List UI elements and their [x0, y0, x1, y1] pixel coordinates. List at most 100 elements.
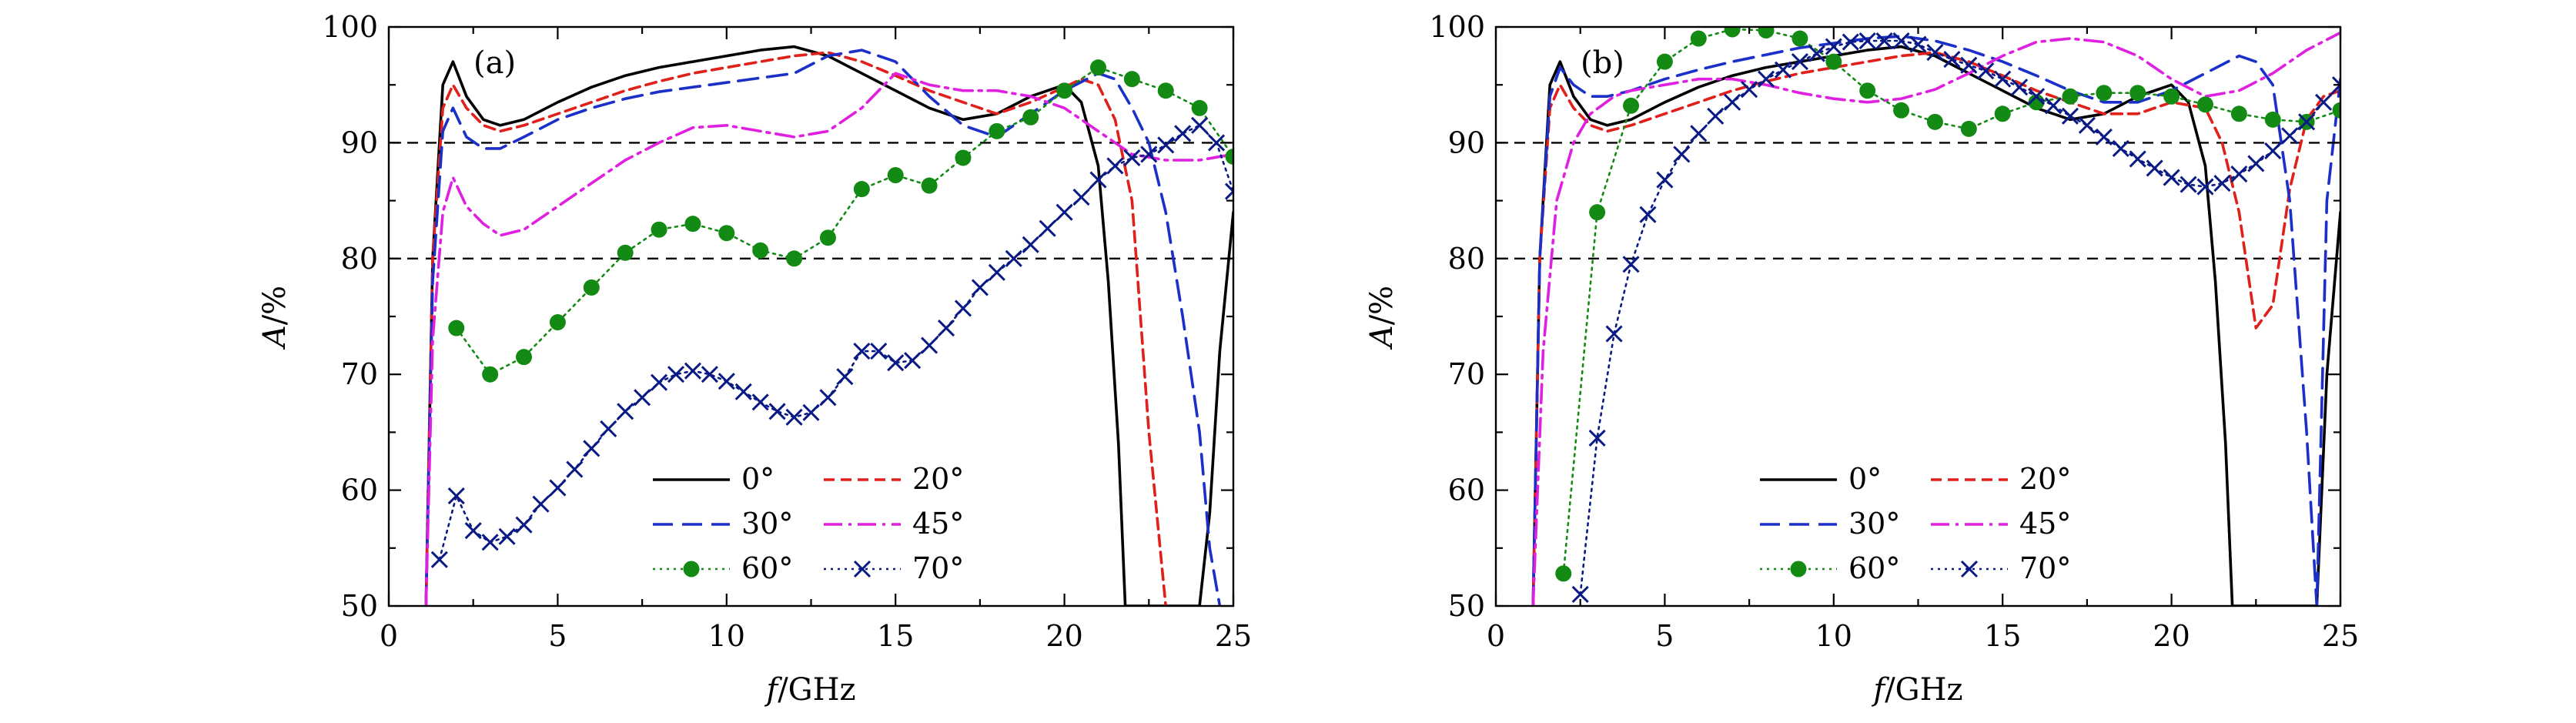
data-point-x	[2230, 165, 2248, 183]
plot-area	[424, 45, 1233, 606]
y-axis-label: A/%	[257, 286, 293, 350]
data-point-circle	[989, 122, 1005, 139]
data-point-x	[2112, 139, 2129, 157]
legend-item: 20°	[1931, 462, 2071, 496]
data-point-x	[718, 373, 735, 390]
panel-b: 0 5 10 15 20 25 50 60 70 80 90 100 f/GHz A/% (b) 0° 20° 3…	[1364, 10, 2359, 708]
data-point-circle	[1056, 82, 1073, 99]
data-point-x	[836, 368, 854, 386]
data-point-x	[650, 373, 668, 391]
data-point-x	[2314, 93, 2333, 111]
data-point-x	[1089, 171, 1107, 189]
data-point-circle	[1623, 97, 1640, 114]
data-point-circle	[448, 320, 465, 336]
data-point-x	[768, 403, 786, 420]
data-point-circle	[1758, 27, 1775, 39]
data-point-circle	[1123, 71, 1140, 88]
y-tick-label: 50	[341, 589, 378, 623]
legend: 0° 20° 30° 45° 60° 70°	[1760, 462, 2071, 585]
data-point-x	[1926, 44, 1944, 62]
data-point-x	[2298, 113, 2316, 131]
data-point-x	[1994, 70, 2012, 88]
data-point-x	[1174, 125, 1192, 142]
y-axis-label-unit: /%	[1364, 286, 1400, 325]
data-point-circle	[1157, 82, 1174, 99]
data-point-circle	[516, 349, 533, 366]
data-point-x	[481, 534, 499, 551]
legend-marker-x	[853, 560, 871, 578]
series-line-0	[424, 45, 1233, 606]
data-point-circle	[617, 244, 634, 261]
legend-item: 30°	[1760, 507, 1900, 541]
data-point-x	[1707, 107, 1725, 125]
plot-area	[1531, 27, 2340, 606]
data-point-x	[1774, 61, 1792, 79]
legend-label: 0°	[741, 462, 774, 496]
series-line-2	[424, 49, 1222, 606]
data-point-circle	[1225, 148, 1233, 165]
data-point-x	[1858, 32, 1876, 50]
data-point-circle	[819, 229, 836, 246]
y-axis-label-var: A	[1364, 325, 1400, 350]
legend-label: 20°	[912, 462, 964, 496]
data-point-circle	[718, 225, 735, 242]
x-axis-label: f/GHz	[764, 672, 855, 708]
legend-marker-circle	[1790, 561, 1807, 577]
data-point-x	[532, 495, 550, 513]
legend-item: 70°	[824, 551, 964, 585]
data-point-x	[988, 263, 1005, 281]
x-tick-label: 5	[1655, 619, 1674, 653]
series-line-1	[424, 51, 1167, 606]
data-point-circle	[1926, 113, 1943, 130]
panel-label: (a)	[473, 45, 516, 81]
series-line-5	[1579, 39, 2340, 596]
data-point-x	[2078, 116, 2096, 134]
data-point-x	[464, 522, 482, 540]
data-point-x	[802, 403, 820, 421]
data-point-x	[1943, 51, 1961, 69]
data-point-circle	[887, 167, 904, 184]
data-point-x	[1875, 32, 1893, 50]
data-point-x	[701, 366, 718, 383]
legend-item: 45°	[1931, 507, 2071, 541]
data-point-x	[447, 487, 465, 505]
legend-item: 30°	[653, 507, 793, 541]
data-point-circle	[1825, 53, 1842, 70]
data-point-x	[667, 366, 685, 383]
y-tick-label: 60	[341, 474, 378, 507]
data-point-x	[2011, 79, 2029, 96]
series-line-3	[1531, 31, 2340, 606]
data-point-x	[954, 300, 972, 317]
data-point-x	[1140, 146, 1158, 163]
data-point-x	[634, 389, 651, 407]
data-point-x	[751, 393, 769, 411]
y-tick-label: 80	[1448, 242, 1485, 276]
data-point-x	[549, 479, 567, 497]
x-tick-label: 0	[1487, 619, 1505, 653]
data-point-circle	[2028, 94, 2045, 111]
data-point-x	[734, 383, 752, 400]
data-point-circle	[752, 242, 769, 259]
legend-label: 60°	[741, 551, 793, 585]
x-tick-label: 20	[2153, 619, 2190, 653]
legend-label: 70°	[912, 551, 964, 585]
data-point-x	[1157, 136, 1175, 154]
series-line-4	[1562, 28, 2340, 575]
data-point-circle	[955, 149, 972, 166]
data-point-x	[1724, 93, 1741, 111]
data-point-circle	[1791, 30, 1808, 47]
data-point-x	[1825, 38, 1842, 55]
data-point-x	[2163, 169, 2180, 186]
y-tick-label: 70	[1448, 357, 1485, 391]
data-point-x	[2044, 97, 2062, 115]
x-tick-label: 20	[1045, 619, 1082, 653]
data-point-x	[2146, 159, 2163, 177]
data-point-x	[1690, 125, 1708, 142]
data-point-circle	[1994, 105, 2011, 122]
data-point-circle	[583, 279, 600, 296]
data-point-x	[785, 408, 803, 426]
data-point-circle	[684, 216, 701, 233]
legend-item: 0°	[653, 462, 774, 496]
plot-frame	[1494, 25, 2342, 608]
data-point-x	[617, 403, 634, 420]
